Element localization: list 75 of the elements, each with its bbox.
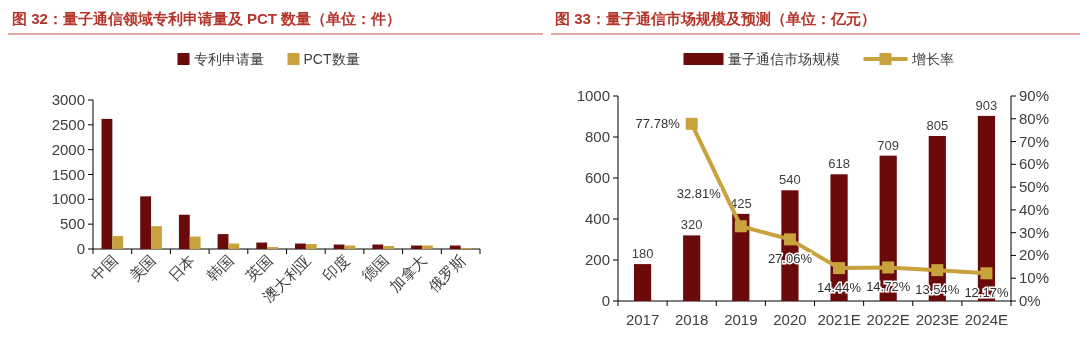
x-tick-label: 2021E [817, 311, 861, 328]
legend-label: PCT数量 [303, 51, 360, 67]
data-label: 77.78% [635, 115, 681, 131]
x-tick-label: 2024E [964, 311, 1009, 328]
point [833, 262, 846, 275]
bar [372, 244, 384, 249]
bar [189, 236, 201, 249]
bar [151, 226, 162, 249]
x-tick-label: 2019 [724, 311, 758, 328]
x-tick-label: 美国 [125, 251, 160, 285]
x-tick-label: 2018 [675, 311, 709, 328]
y-tick-label: 600 [584, 169, 610, 186]
bar [256, 242, 268, 249]
y-tick-label: 1500 [51, 165, 85, 183]
y2-tick-label: 0% [1019, 292, 1041, 309]
data-label: 320 [680, 217, 703, 233]
legend-label: 专利申请量 [193, 51, 264, 67]
x-tick-label: 2020 [773, 311, 807, 328]
y2-tick-label: 60% [1019, 155, 1050, 173]
y-tick-label: 200 [584, 251, 610, 268]
y-tick-label: 0 [76, 240, 85, 257]
data-label: 618 [828, 156, 850, 172]
data-label: 32.81% [676, 186, 722, 202]
y2-tick-label: 80% [1019, 109, 1050, 127]
point [783, 233, 796, 246]
y-tick-label: 800 [584, 128, 610, 145]
legend-label: 增长率 [910, 51, 954, 67]
bar [178, 214, 190, 249]
bar [112, 236, 124, 249]
data-label: 540 [779, 172, 801, 188]
bar [101, 118, 113, 249]
data-label: 709 [877, 137, 900, 153]
y-tick-label: 500 [59, 215, 85, 233]
chart-title: 图 32：量子通信领域专利申请量及 PCT 数量（单位：件） [12, 10, 402, 27]
y-tick-label: 1000 [576, 87, 610, 104]
data-label: 903 [975, 97, 998, 113]
y-tick-label: 0 [601, 292, 610, 309]
bar [383, 246, 395, 249]
y2-tick-label: 90% [1019, 87, 1050, 104]
y2-tick-label: 40% [1019, 200, 1050, 218]
x-tick-label: 2017 [625, 311, 660, 328]
y2-tick-label: 50% [1019, 178, 1050, 196]
y-tick-label: 1000 [51, 190, 85, 208]
y2-tick-label: 10% [1019, 269, 1050, 287]
y2-tick-label: 70% [1019, 132, 1050, 150]
data-label: 805 [926, 117, 949, 133]
bar [228, 243, 240, 249]
point [980, 267, 993, 280]
bar [683, 235, 701, 301]
y-tick-label: 3000 [51, 91, 85, 108]
bar [217, 234, 229, 249]
x-tick-label: 韩国 [203, 251, 237, 285]
x-tick-label: 印度 [319, 251, 353, 285]
bar [295, 243, 306, 249]
legend-label: 量子通信市场规模 [727, 51, 840, 67]
data-label: 180 [631, 246, 654, 262]
chart-title: 图 33：量子通信市场规模及预测（单位：亿元） [555, 10, 876, 27]
y-tick-label: 2500 [51, 115, 85, 133]
bar [140, 196, 152, 249]
bar [633, 264, 652, 301]
y2-tick-label: 30% [1019, 223, 1050, 241]
y2-tick-label: 20% [1019, 246, 1050, 264]
point [734, 220, 747, 233]
x-tick-label: 日本 [164, 251, 198, 285]
y-tick-label: 400 [584, 210, 610, 227]
point [931, 264, 944, 277]
x-tick-label: 英国 [242, 251, 276, 285]
x-tick-label: 2022E [866, 311, 910, 328]
x-tick-label: 2023E [915, 311, 959, 328]
point [882, 261, 895, 274]
bar [333, 244, 345, 249]
y-tick-label: 2000 [51, 140, 85, 158]
bar [305, 244, 317, 249]
point [685, 117, 698, 130]
x-tick-label: 中国 [87, 251, 121, 285]
